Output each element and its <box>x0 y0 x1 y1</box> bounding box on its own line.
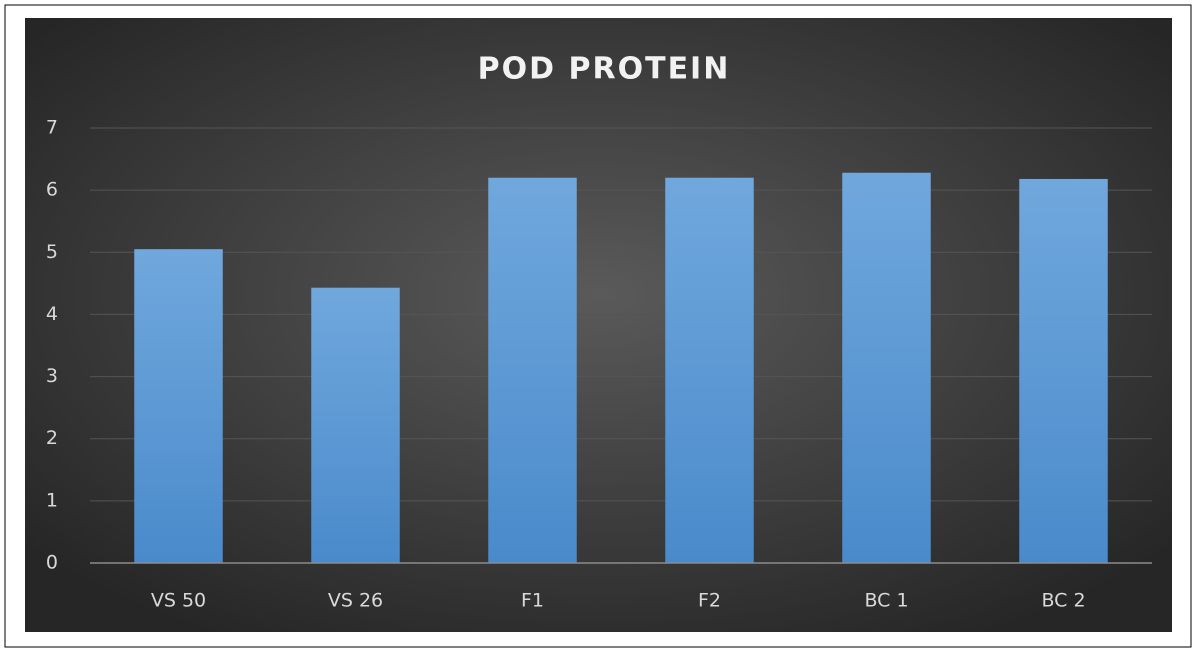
x-tick-label: BC 2 <box>1041 590 1085 612</box>
x-tick-label: BC 1 <box>864 590 908 612</box>
bar <box>488 177 577 563</box>
y-tick-label: 6 <box>46 179 58 201</box>
y-tick-label: 5 <box>46 241 58 263</box>
x-tick-label: F2 <box>698 590 721 612</box>
y-tick-label: 3 <box>46 365 58 387</box>
x-tick-label: VS 26 <box>328 590 383 612</box>
y-tick-label: 7 <box>46 117 58 139</box>
y-tick-label: 0 <box>46 552 58 574</box>
y-tick-label: 1 <box>46 489 58 511</box>
bar <box>665 177 754 563</box>
bar <box>1019 178 1108 563</box>
y-tick-label: 2 <box>46 427 58 449</box>
bar <box>134 249 223 563</box>
x-tick-label: VS 50 <box>151 590 206 612</box>
x-tick-label: F1 <box>521 590 544 612</box>
bar <box>842 172 931 563</box>
bar <box>311 287 400 563</box>
chart-title: POD PROTEIN <box>478 52 731 87</box>
y-tick-label: 4 <box>46 303 58 325</box>
